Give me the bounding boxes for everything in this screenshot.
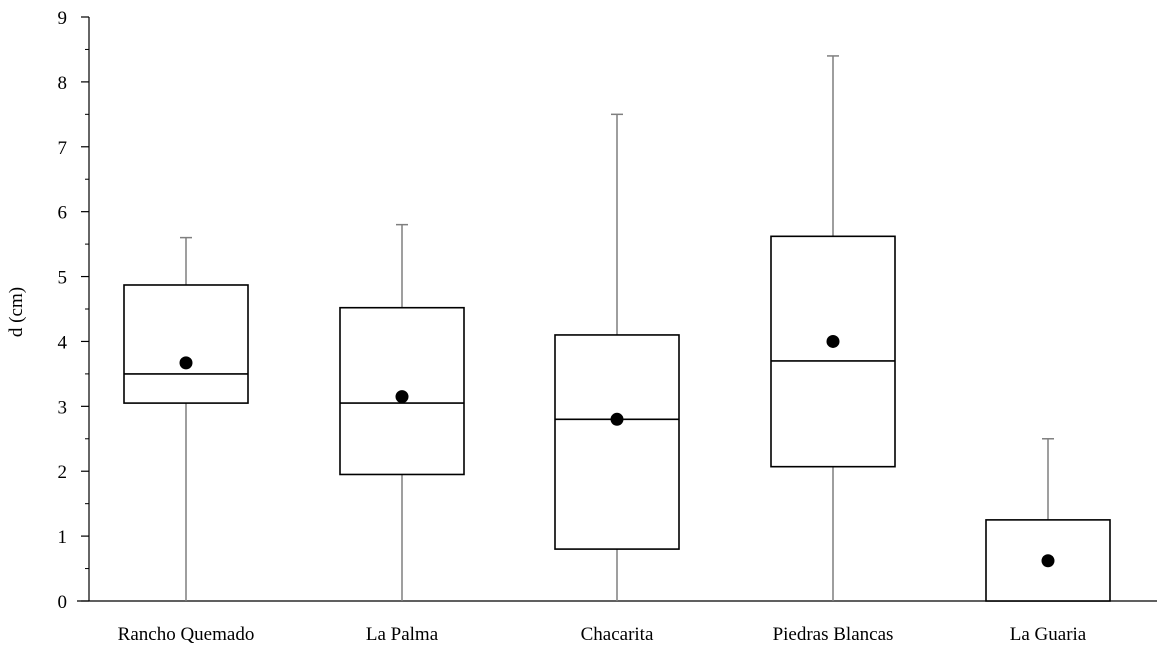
- y-tick-label: 7: [58, 138, 68, 159]
- iqr-box: [123, 284, 249, 404]
- iqr-box: [770, 235, 896, 468]
- mean-marker: [826, 334, 840, 348]
- iqr-box: [554, 334, 680, 550]
- y-tick-label: 5: [58, 268, 68, 289]
- y-axis: 0 1 2 3 4 5 6 7 8 9: [58, 8, 90, 613]
- mean-marker: [1041, 554, 1055, 568]
- x-category-label: La Guaria: [1010, 624, 1087, 645]
- y-axis-title: d (cm): [6, 287, 27, 337]
- box-group: [123, 236, 249, 601]
- box-group: [985, 438, 1111, 602]
- box-group: [770, 55, 896, 601]
- mean-marker: [395, 390, 409, 404]
- x-category-label: La Palma: [366, 624, 439, 645]
- mean-marker: [179, 356, 193, 370]
- x-category-label: Rancho Quemado: [118, 624, 255, 645]
- mean-marker: [610, 412, 624, 426]
- x-category-label: Chacarita: [581, 624, 654, 645]
- y-tick-label: 2: [58, 462, 68, 483]
- x-category-label: Piedras Blancas: [773, 624, 894, 645]
- box-group: [339, 223, 465, 601]
- boxes-layer: [123, 55, 1111, 602]
- x-axis: Rancho Quemado La Palma Chacarita Piedras B…: [77, 600, 1157, 645]
- y-tick-label: 1: [58, 527, 68, 548]
- box-group: [554, 113, 680, 601]
- y-tick-label: 6: [58, 203, 68, 224]
- y-tick-label: 9: [58, 8, 68, 29]
- y-tick-label: 0: [58, 592, 68, 613]
- y-tick-label: 4: [58, 332, 68, 353]
- y-tick-label: 3: [58, 397, 68, 418]
- y-tick-label: 8: [58, 73, 68, 94]
